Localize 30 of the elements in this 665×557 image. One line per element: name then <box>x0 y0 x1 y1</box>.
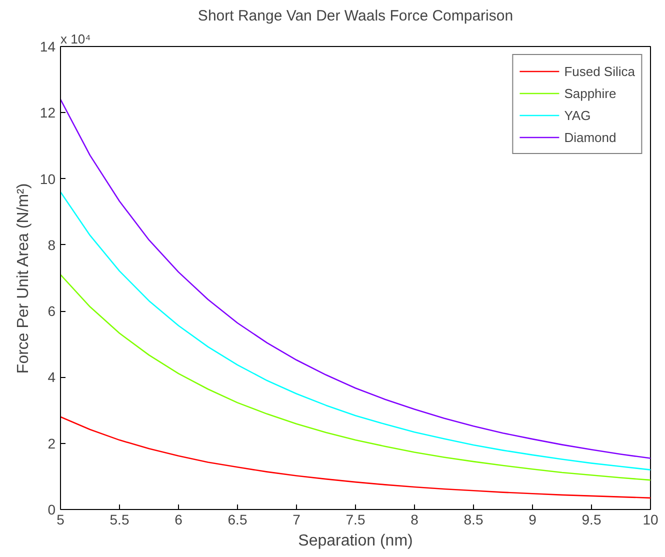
x-axis-title: Separation (nm) <box>298 532 413 550</box>
x-tick-label: 8.5 <box>464 512 484 528</box>
y-axis-title: Force Per Unit Area (N/m²) <box>14 183 32 374</box>
y-tick-label: 4 <box>48 369 56 386</box>
x-tick-label: 9.5 <box>582 512 602 528</box>
x-tick-label: 7 <box>292 512 301 528</box>
legend-label: YAG <box>564 108 591 122</box>
x-tick-label: 7.5 <box>346 512 366 528</box>
y-tick-label: 0 <box>48 502 56 518</box>
y-tick-label: 14 <box>40 38 56 54</box>
chart-title: Short Range Van Der Waals Force Comparison <box>198 8 514 24</box>
y-tick-label: 8 <box>48 236 56 253</box>
x-tick-label: 5 <box>56 512 65 528</box>
y-tick-label: 6 <box>48 303 56 320</box>
y-tick-label: 12 <box>40 104 56 121</box>
x-tick-label: 5.5 <box>110 512 130 528</box>
x-tick-label: 8 <box>410 512 419 528</box>
line-series <box>60 191 650 470</box>
x-tick-label: 10 <box>642 512 658 528</box>
legend-label: Sapphire <box>564 86 616 100</box>
line-series <box>60 274 650 481</box>
x-tick-label: 6 <box>174 512 183 528</box>
x-tick-label: 6.5 <box>228 512 248 528</box>
x-tick-label: 9 <box>528 512 537 528</box>
line-series <box>60 416 650 499</box>
legend-label: Diamond <box>564 130 616 144</box>
y-tick-label: 10 <box>40 170 56 187</box>
annotation: x 10⁴ <box>60 32 91 46</box>
y-tick-label: 2 <box>48 435 56 452</box>
legend-label: Fused Silica <box>564 64 635 78</box>
